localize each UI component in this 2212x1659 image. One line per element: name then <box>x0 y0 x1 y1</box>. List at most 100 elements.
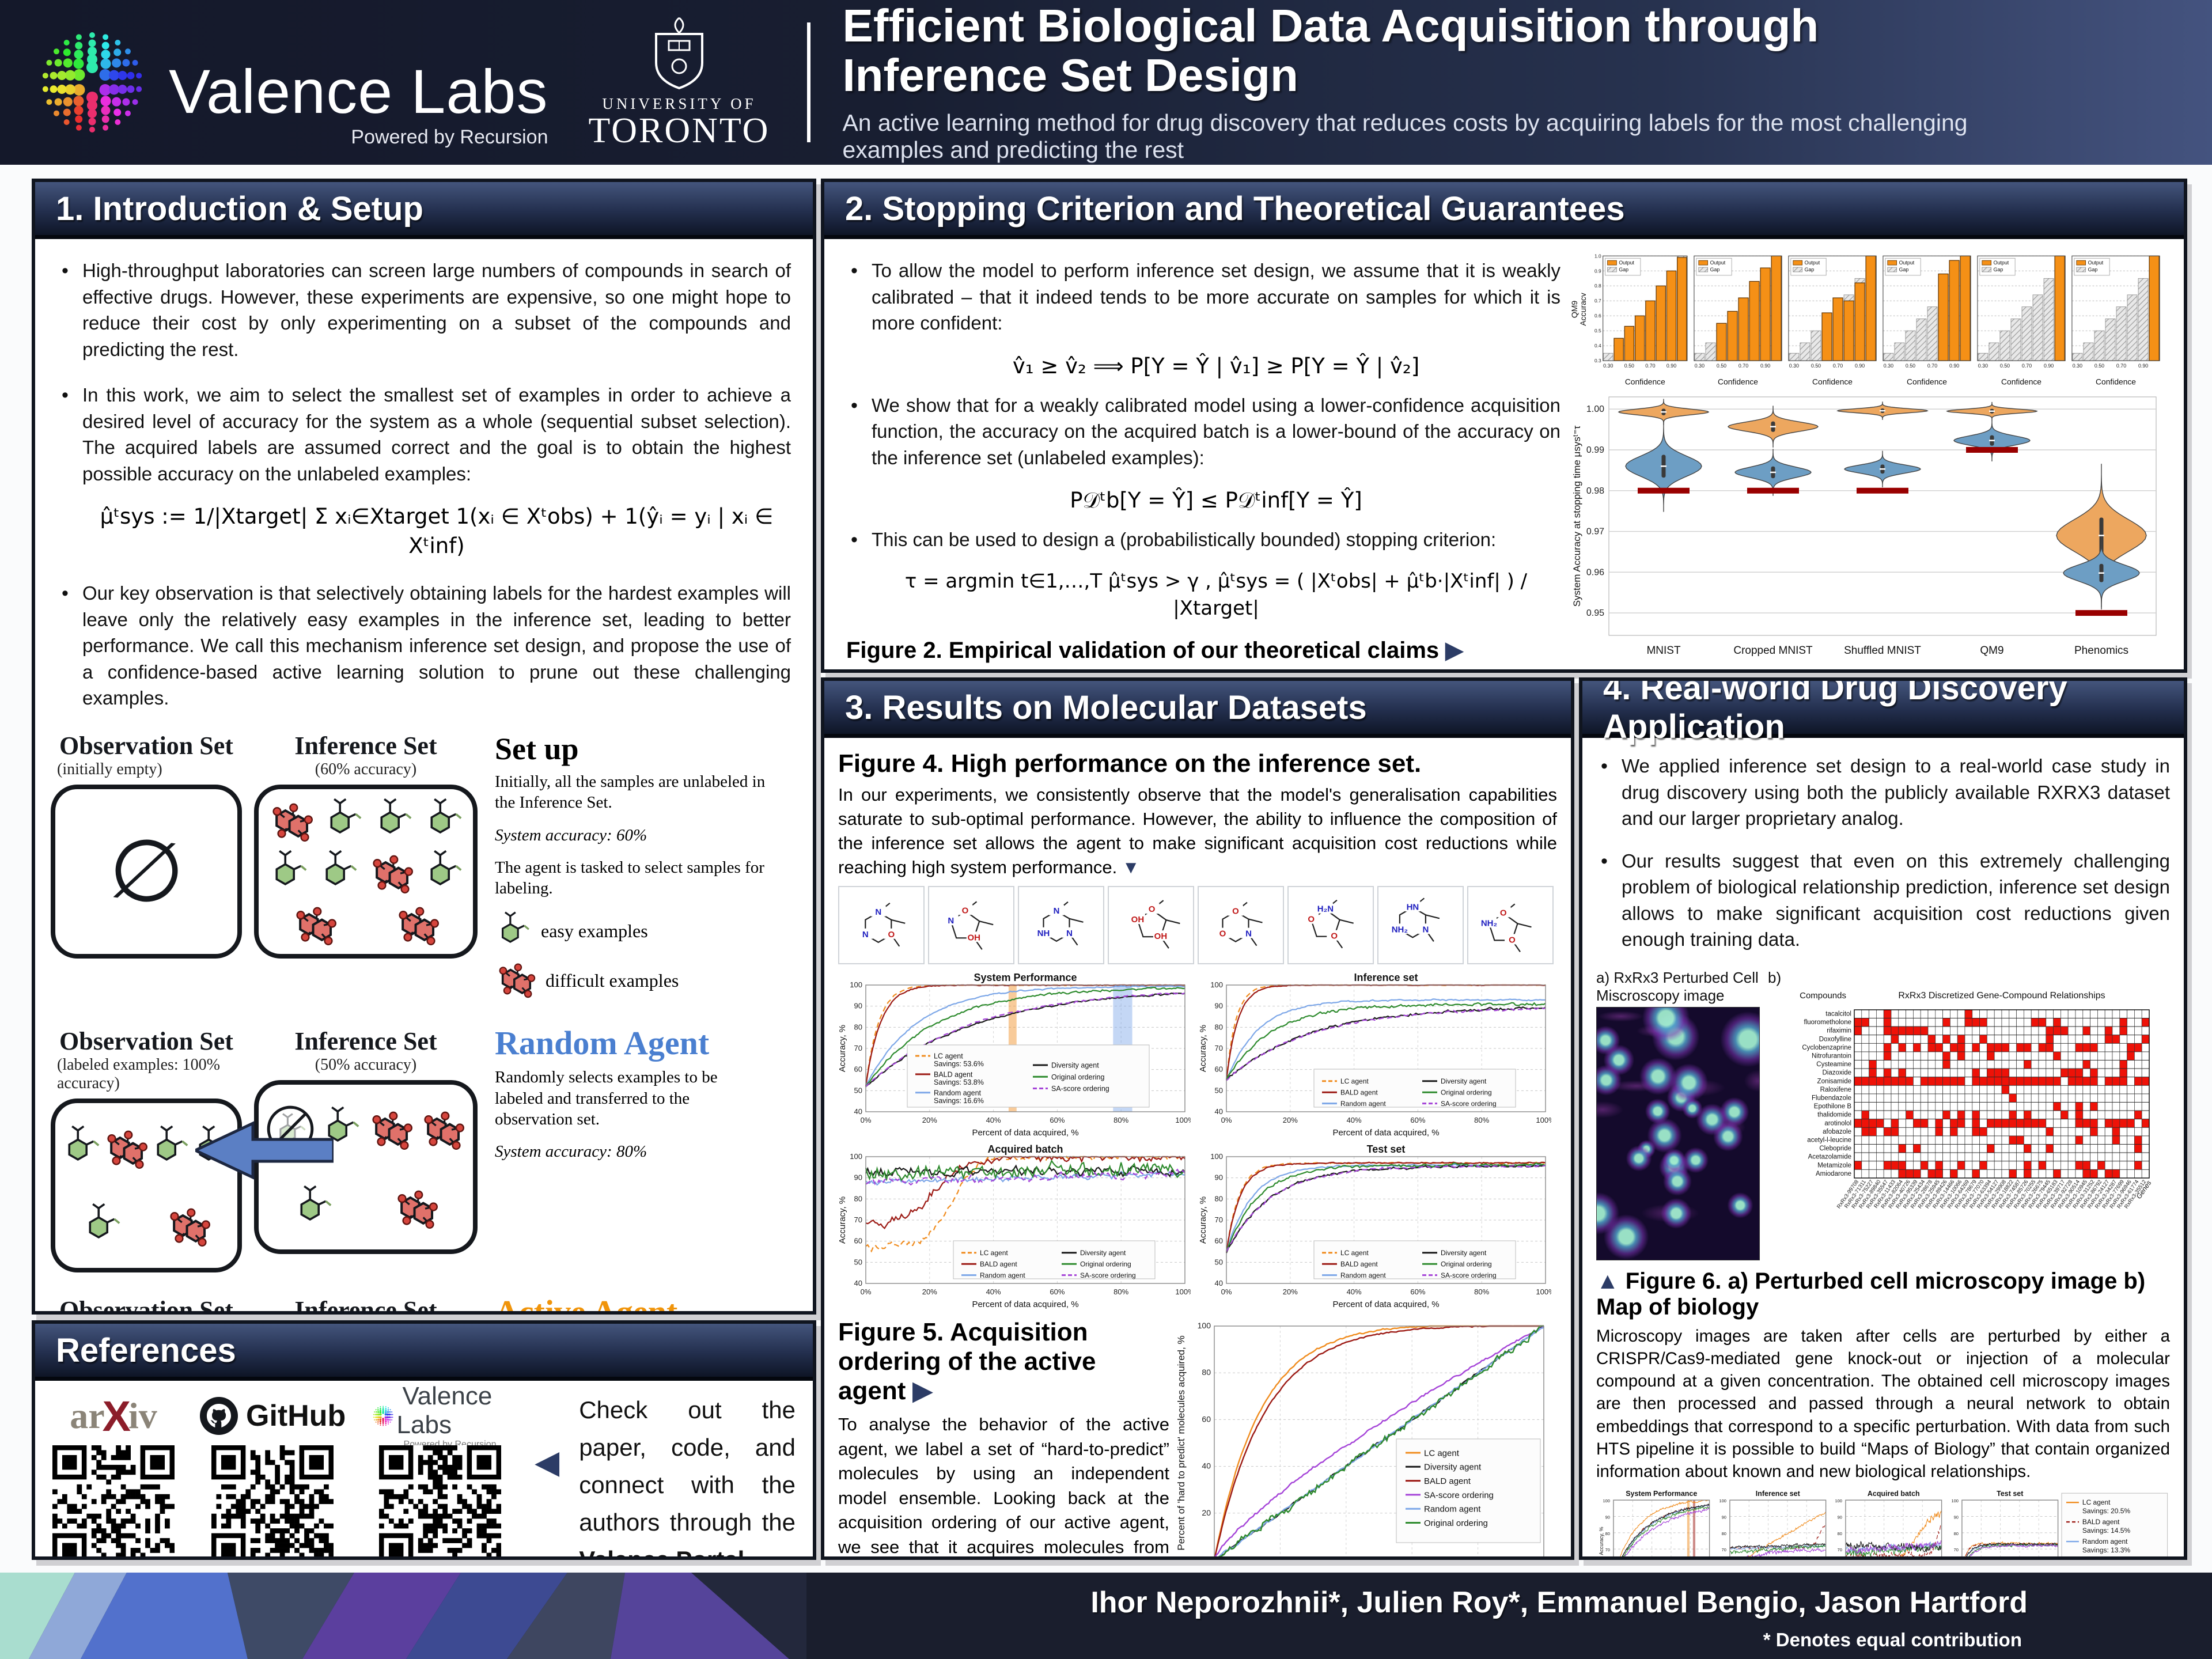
github-logo: GitHub <box>199 1391 346 1441</box>
figure1-row-active-agent: Observation Set (labeled examples: 100% … <box>57 1293 791 1315</box>
svg-text:Output: Output <box>1710 260 1725 266</box>
svg-text:O: O <box>1219 929 1226 939</box>
inference-set-title-2: Inference Set <box>294 1027 437 1056</box>
svg-text:System Accuracy at stopping ti: System Accuracy at stopping time μsysᵗ⁼τ <box>1571 425 1582 607</box>
figure2-violin-chart: 0.95 0.96 0.97 0.98 0.99 1.00 MNIST Cropped MNI… <box>1571 396 2157 657</box>
svg-text:0.6: 0.6 <box>1594 313 1601 319</box>
svg-text:Flubendazole: Flubendazole <box>1812 1094 1851 1101</box>
svg-text:Raloxifene: Raloxifene <box>1820 1086 1851 1093</box>
svg-text:80: 80 <box>1215 1023 1223 1032</box>
molecule-easy-icon <box>156 1125 188 1161</box>
svg-text:0.30: 0.30 <box>1603 363 1613 369</box>
molecule-difficult-icon <box>499 963 536 998</box>
molecule-thumbnail-6: H₂N O O <box>1287 886 1374 965</box>
svg-text:0.90: 0.90 <box>1666 363 1676 369</box>
triangle-left-icon: ◀ <box>535 1444 560 1480</box>
svg-text:0.50: 0.50 <box>2094 363 2104 369</box>
svg-text:100: 100 <box>1210 980 1223 989</box>
section-drug-discovery: 4. Real-world Drug Discovery Application… <box>1579 677 2187 1560</box>
section2-title: 2. Stopping Criterion and Theoretical Gu… <box>845 190 1625 228</box>
svg-text:40%: 40% <box>1347 1116 1362 1124</box>
svg-text:N: N <box>862 930 869 940</box>
poster-footer: Ihor Neporozhnii*, Julien Roy*, Emmanuel… <box>0 1573 2212 1659</box>
figure4-charts: 40 50 60 70 80 90 100 0% 20% 40% 60% 80% 100% System … <box>838 970 1557 1310</box>
svg-text:70: 70 <box>1215 1044 1223 1052</box>
svg-text:System Performance: System Performance <box>1626 1490 1697 1498</box>
svg-text:Output: Output <box>2088 260 2104 266</box>
figure2-calibration-charts: QM9Accuracy 0.3 0.4 0.5 0.6 0.7 0.8 0.9 1.0 0.30 0… <box>1569 252 2162 390</box>
svg-text:0%: 0% <box>861 1287 872 1296</box>
svg-text:NH: NH <box>1037 929 1050 938</box>
svg-text:0.70: 0.70 <box>1738 363 1748 369</box>
svg-text:0.99: 0.99 <box>1586 445 1604 455</box>
svg-text:0.90: 0.90 <box>2138 363 2148 369</box>
svg-text:90: 90 <box>1953 1515 1958 1520</box>
svg-text:70: 70 <box>854 1044 862 1052</box>
section-molecular-results: 3. Results on Molecular Datasets Figure … <box>821 677 1574 1560</box>
svg-text:Confidence: Confidence <box>1624 377 1665 387</box>
svg-text:90: 90 <box>1721 1515 1726 1520</box>
figure4-chart-test-set: 40 50 60 70 80 90 100 0% 20% 40% 60% 80% 100% Test se… <box>1199 1143 1551 1309</box>
svg-text:MNIST: MNIST <box>1646 645 1681 657</box>
svg-text:90: 90 <box>854 1173 862 1182</box>
svg-text:20%: 20% <box>922 1287 937 1296</box>
calibration-chart-1: 0.3 0.4 0.5 0.6 0.7 0.8 0.9 1.0 0.30 0.50 0.70 0.90… <box>1594 253 1688 387</box>
svg-text:Output: Output <box>1993 260 2009 266</box>
svg-text:0.4: 0.4 <box>1594 343 1601 349</box>
svg-text:Confidence: Confidence <box>1907 377 1947 387</box>
svg-text:N: N <box>1066 929 1073 938</box>
svg-text:Output: Output <box>1899 260 1914 266</box>
svg-text:Savings: 14.5%: Savings: 14.5% <box>2082 1527 2131 1535</box>
figure2-caption-text: By running retrospective studies, we com… <box>846 668 1560 669</box>
svg-text:0.98: 0.98 <box>1586 486 1604 496</box>
svg-text:0.30: 0.30 <box>1884 363 1893 369</box>
svg-text:50: 50 <box>1215 1258 1223 1267</box>
svg-text:Accuracy, %: Accuracy, % <box>1599 1527 1604 1555</box>
molecule-thumbnails-strip: N O N O OH N N N NH O OH OH O N O H₂N O O HN N NH₂ O O NH₂ <box>838 886 1557 965</box>
svg-text:Zonisamide: Zonisamide <box>1817 1078 1851 1085</box>
inference-set-sub-2: (50% accuracy) <box>315 1056 417 1074</box>
svg-text:100%: 100% <box>1175 1116 1191 1124</box>
molecule-thumbnail-2: O OH N <box>928 886 1014 965</box>
svg-text:0.30: 0.30 <box>1789 363 1798 369</box>
svg-text:Confidence: Confidence <box>2001 377 2041 387</box>
svg-text:fluorometholone: fluorometholone <box>1804 1019 1851 1026</box>
molecule-thumbnail-4: O OH OH <box>1108 886 1194 965</box>
molecule-easy-icon <box>501 911 529 944</box>
svg-text:Diversity agent: Diversity agent <box>1080 1249 1126 1257</box>
svg-text:SA-score ordering: SA-score ordering <box>1441 1100 1497 1108</box>
svg-text:Amiodarone: Amiodarone <box>1816 1171 1851 1177</box>
university-of-toronto-logo: UNIVERSITY OF TORONTO <box>588 17 770 149</box>
svg-text:Original ordering: Original ordering <box>1424 1518 1488 1528</box>
references-header: References <box>35 1324 813 1381</box>
inference-set-title-3: Inference Set <box>294 1296 437 1315</box>
observation-set-title-3: Observation Set <box>59 1296 233 1315</box>
svg-text:Gap: Gap <box>2088 267 2098 272</box>
arxiv-qr-code <box>52 1445 175 1556</box>
svg-text:0.50: 0.50 <box>1810 363 1820 369</box>
svg-text:Ordered by id: Ordered by id <box>2082 1557 2124 1560</box>
svg-text:N: N <box>1054 906 1060 916</box>
observation-set-title-2: Observation Set <box>59 1027 233 1056</box>
svg-text:SA-score ordering: SA-score ordering <box>1051 1085 1109 1093</box>
svg-text:Random agent: Random agent <box>934 1089 982 1097</box>
figure6a-label: a) RxRx3 Perturbed Cell Miscroscopy imag… <box>1596 968 1759 1004</box>
svg-text:40: 40 <box>854 1107 862 1116</box>
valence-qr-code <box>379 1445 502 1556</box>
section4-header: 4. Real-world Drug Discovery Application <box>1582 681 2184 745</box>
weak-calibration-formula: v̂₁ ≥ v̂₂ ⟹ P[Y = Ŷ | v̂₁] ≥ P[Y = Ŷ | v… <box>1012 353 1420 378</box>
active-agent-title: Active Agent <box>495 1293 678 1315</box>
intro-bullet-3: Our key observation is that selectively … <box>57 580 791 711</box>
svg-text:Accuracy, %: Accuracy, % <box>838 1025 847 1072</box>
svg-text:Gap: Gap <box>1619 267 1628 272</box>
svg-text:100%: 100% <box>1536 1116 1551 1124</box>
svg-text:1.00: 1.00 <box>1586 404 1604 414</box>
molecule-difficult-icon <box>372 1111 412 1150</box>
svg-text:Output: Output <box>1619 260 1634 266</box>
svg-text:60: 60 <box>1202 1415 1211 1424</box>
setup-text-2: The agent is tasked to select samples fo… <box>495 858 764 897</box>
svg-text:70: 70 <box>854 1215 862 1224</box>
svg-text:0%: 0% <box>1221 1287 1232 1296</box>
